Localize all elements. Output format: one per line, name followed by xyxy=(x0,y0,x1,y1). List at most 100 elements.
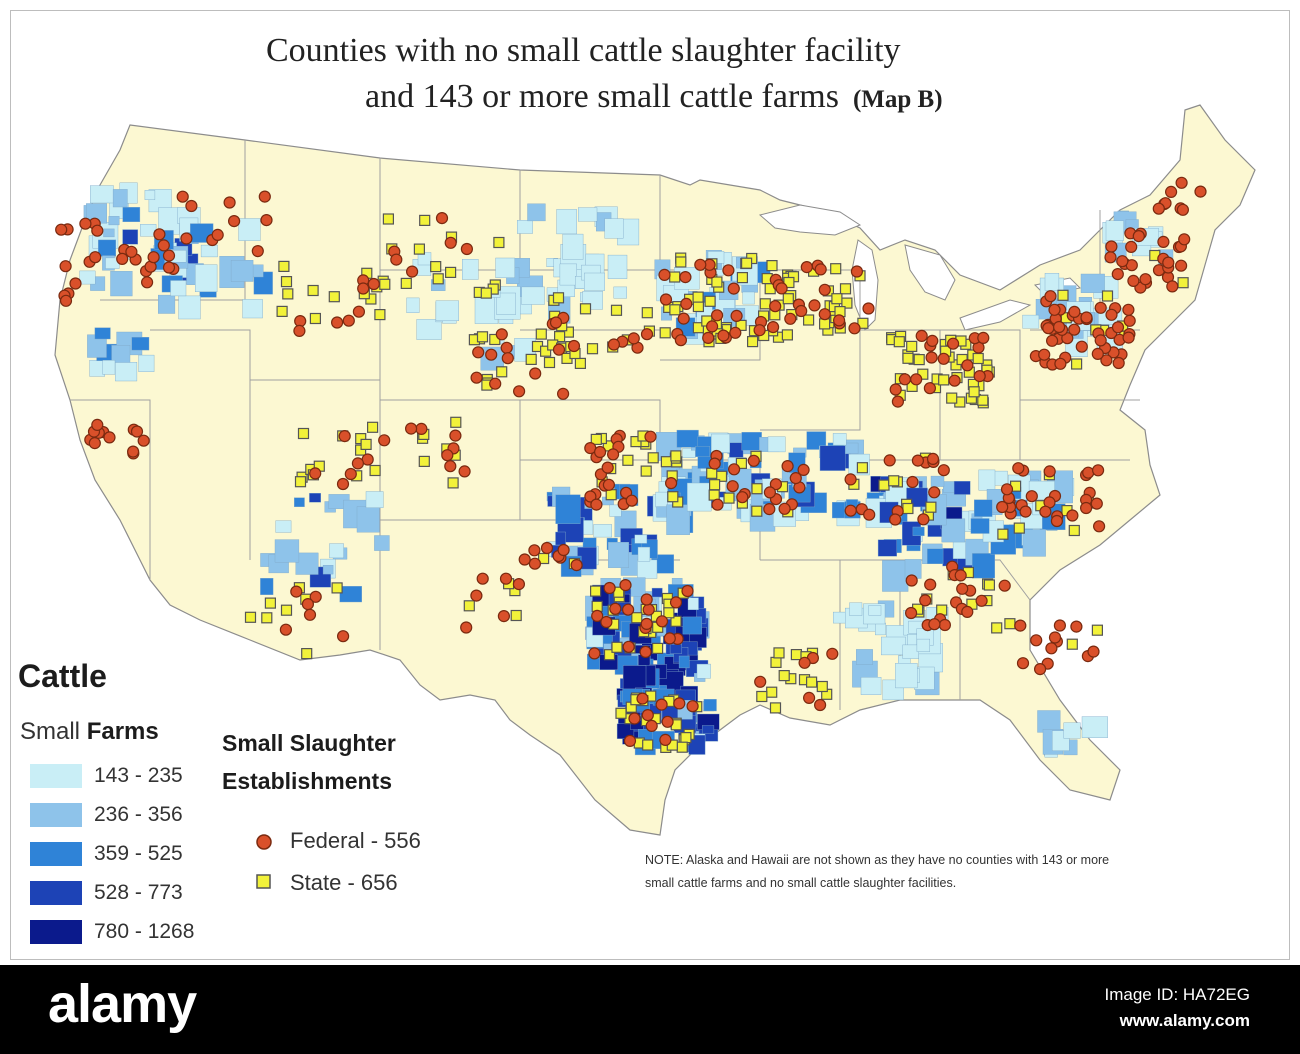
federal-marker xyxy=(628,712,641,725)
federal-marker xyxy=(636,692,649,705)
state-marker xyxy=(669,304,681,316)
county-shading xyxy=(79,182,1174,758)
federal-marker xyxy=(642,603,655,616)
federal-marker xyxy=(342,314,355,327)
state-marker xyxy=(816,680,828,693)
federal-marker xyxy=(705,320,719,333)
county-shade xyxy=(651,587,663,598)
state-marker xyxy=(331,582,343,594)
county-shade xyxy=(131,337,150,351)
us-county-map xyxy=(54,104,1256,889)
federal-marker xyxy=(449,429,462,442)
county-shade xyxy=(89,185,114,204)
federal-marker xyxy=(956,582,969,595)
federal-marker xyxy=(778,502,791,515)
federal-marker xyxy=(147,251,160,264)
legend-swatch xyxy=(30,803,82,827)
county-shade xyxy=(656,506,668,518)
state-marker xyxy=(711,276,723,288)
county-shade xyxy=(882,560,909,592)
federal-marker xyxy=(344,467,357,481)
federal-marker xyxy=(1111,268,1124,281)
map-note: NOTE: Alaska and Hawaii are not shown as… xyxy=(645,853,1110,890)
state-marker xyxy=(893,336,905,348)
county-shade xyxy=(1022,529,1046,557)
state-marker xyxy=(360,438,372,450)
county-shade xyxy=(294,497,305,508)
federal-marker xyxy=(669,596,683,609)
state-marker xyxy=(759,298,771,310)
federal-marker xyxy=(1039,505,1052,518)
state-marker xyxy=(367,421,379,433)
state-marker xyxy=(1101,290,1114,302)
county-shade xyxy=(607,254,628,279)
county-shade xyxy=(1105,220,1124,241)
county-shade xyxy=(562,233,584,260)
federal-marker xyxy=(730,309,743,322)
county-shade xyxy=(634,534,648,544)
federal-marker xyxy=(512,577,526,591)
federal-marker xyxy=(802,691,816,705)
legend-swatch xyxy=(30,842,82,866)
federal-marker xyxy=(88,437,101,450)
county-shade xyxy=(1044,273,1060,291)
legend-range-4: 528 - 773 xyxy=(30,880,183,906)
state-marker xyxy=(663,607,675,619)
county-shade xyxy=(108,216,120,226)
federal-marker xyxy=(766,321,780,334)
state-marker xyxy=(977,394,989,406)
county-shade xyxy=(974,499,993,517)
county-shade xyxy=(365,491,384,508)
federal-marker xyxy=(911,454,925,467)
county-shade xyxy=(584,272,605,291)
federal-marker xyxy=(497,609,510,623)
county-shade xyxy=(912,526,925,536)
legend-swatch xyxy=(30,881,82,905)
state-marker xyxy=(1066,638,1078,650)
federal-marker xyxy=(621,603,635,616)
federal-marker xyxy=(357,282,370,295)
county-shade xyxy=(895,663,918,689)
federal-marker xyxy=(1152,202,1165,215)
federal-marker xyxy=(727,282,740,295)
county-shade xyxy=(930,475,945,487)
county-shade xyxy=(115,362,138,382)
county-shade xyxy=(742,291,755,305)
state-marker xyxy=(751,505,763,517)
state-marker xyxy=(692,322,705,334)
federal-marker xyxy=(915,329,928,342)
federal-marker xyxy=(726,480,739,493)
federal-marker xyxy=(694,258,707,271)
federal-marker xyxy=(1070,620,1083,633)
federal-marker xyxy=(557,543,570,557)
county-shade xyxy=(89,360,105,377)
state-marker xyxy=(610,304,623,316)
federal-marker xyxy=(919,594,932,607)
state-marker xyxy=(525,353,537,365)
state-marker xyxy=(590,433,602,445)
federal-marker xyxy=(904,606,918,620)
county-shade xyxy=(1022,314,1040,329)
federal-marker xyxy=(501,352,514,365)
state-marker xyxy=(463,600,475,612)
federal-marker xyxy=(954,569,967,582)
state-marker xyxy=(480,287,492,299)
state-marker xyxy=(294,476,307,488)
federal-marker xyxy=(754,675,767,688)
federal-marker xyxy=(260,214,273,227)
federal-marker xyxy=(1090,497,1103,510)
map-title-line2-text: and 143 or more small cattle farms xyxy=(365,78,839,115)
state-marker xyxy=(708,479,721,491)
federal-marker xyxy=(211,228,224,241)
federal-marker xyxy=(279,623,292,636)
legend-heading-cattle: Cattle xyxy=(18,658,107,694)
federal-marker xyxy=(556,387,570,400)
county-shade xyxy=(98,239,117,257)
federal-marker xyxy=(1194,185,1207,198)
legend-range-2: 236 - 356 xyxy=(30,802,183,828)
state-marker xyxy=(307,284,319,297)
federal-marker xyxy=(727,463,741,476)
federal-marker xyxy=(499,572,513,585)
federal-marker xyxy=(258,190,271,203)
federal-marker xyxy=(926,334,939,347)
